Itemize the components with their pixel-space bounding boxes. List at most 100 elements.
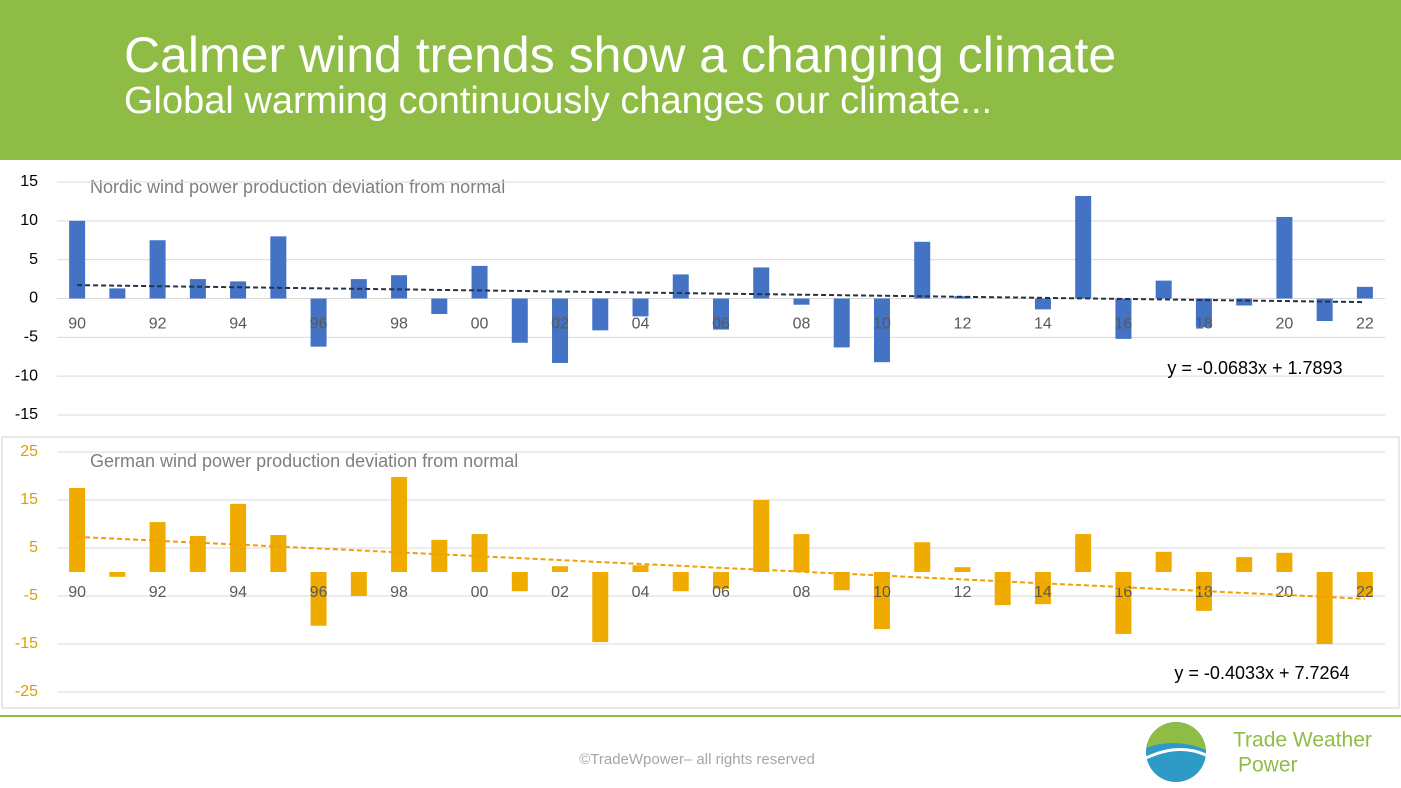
bar (149, 240, 166, 299)
bar (552, 566, 569, 572)
bar (592, 298, 609, 331)
bar (189, 279, 206, 299)
y-tick-label: -25 (15, 683, 38, 700)
bar (1276, 216, 1293, 299)
bar (431, 298, 448, 315)
slide-title: Calmer wind trends show a changing clima… (124, 27, 1117, 83)
x-tick-label: 12 (954, 584, 972, 601)
trend-equation: y = -0.4033x + 7.7264 (1174, 663, 1349, 683)
bar (1075, 534, 1092, 572)
x-tick-label: 18 (1195, 316, 1213, 333)
x-tick-label: 02 (551, 584, 569, 601)
bar (310, 298, 327, 347)
bar (793, 534, 810, 572)
x-tick-label: 92 (149, 316, 167, 333)
chart-title: German wind power production deviation f… (90, 451, 518, 471)
bar (391, 275, 408, 299)
bar (511, 298, 528, 343)
x-tick-label: 18 (1195, 584, 1213, 601)
bar (1034, 298, 1051, 310)
bar (552, 298, 569, 363)
bar (753, 267, 770, 299)
bar (672, 572, 689, 592)
x-tick-label: 08 (793, 584, 811, 601)
x-tick-label: 90 (68, 584, 86, 601)
bar (632, 298, 649, 317)
x-tick-label: 94 (229, 316, 247, 333)
x-tick-label: 14 (1034, 316, 1052, 333)
slide-subtitle: Global warming continuously changes our … (124, 80, 993, 122)
bar (672, 274, 689, 299)
chart-title: Nordic wind power production deviation f… (90, 177, 505, 197)
bar (149, 522, 166, 572)
x-tick-label: 98 (390, 316, 408, 333)
x-tick-label: 10 (873, 584, 891, 601)
bar (1075, 195, 1092, 299)
x-tick-label: 20 (1275, 584, 1293, 601)
x-tick-label: 08 (793, 316, 811, 333)
bar (69, 488, 86, 572)
bar (230, 281, 247, 299)
x-tick-label: 00 (471, 316, 489, 333)
bar (632, 565, 649, 572)
x-tick-label: 04 (632, 316, 650, 333)
x-tick-label: 96 (310, 316, 328, 333)
bar (1276, 552, 1293, 572)
y-tick-label: 15 (20, 491, 38, 508)
bar (1236, 298, 1253, 306)
x-tick-label: 04 (632, 584, 650, 601)
bar (1034, 572, 1051, 605)
x-tick-label: 22 (1356, 584, 1374, 601)
x-tick-label: 22 (1356, 316, 1374, 333)
bar (994, 572, 1011, 606)
x-tick-label: 02 (551, 316, 569, 333)
bar (1316, 572, 1333, 644)
chart-frame (1, 436, 1400, 709)
x-tick-label: 94 (229, 584, 247, 601)
copyright: ©TradeWpower– all rights reserved (579, 751, 815, 768)
logo-text: Trade Weather (1233, 729, 1372, 752)
bar (713, 298, 729, 330)
bar (1195, 298, 1212, 328)
bar (873, 572, 890, 630)
x-tick-label: 00 (471, 584, 489, 601)
y-tick-label: -15 (15, 406, 38, 423)
bar (69, 220, 86, 299)
bar (1115, 572, 1132, 634)
y-tick-label: 25 (20, 443, 38, 460)
x-tick-label: 20 (1275, 316, 1293, 333)
bar (189, 536, 206, 572)
x-tick-label: 06 (712, 584, 730, 601)
bar (914, 241, 931, 299)
x-tick-label: 92 (149, 584, 167, 601)
bar (1155, 280, 1172, 299)
x-tick-label: 14 (1034, 584, 1052, 601)
bar (310, 572, 327, 626)
bar (1356, 286, 1373, 299)
bar (1155, 551, 1172, 572)
y-tick-label: 5 (29, 251, 38, 268)
y-tick-label: 5 (29, 539, 38, 556)
bar (592, 572, 609, 643)
bar (713, 572, 729, 589)
bar (230, 503, 247, 572)
bar (270, 236, 287, 299)
bar (109, 288, 126, 299)
bar (1316, 298, 1333, 322)
x-tick-label: 90 (68, 316, 86, 333)
x-tick-label: 10 (873, 316, 891, 333)
y-tick-label: 0 (29, 290, 38, 307)
trend-equation: y = -0.0683x + 1.7893 (1167, 358, 1342, 378)
y-tick-label: -5 (24, 587, 38, 604)
y-tick-label: 10 (20, 212, 38, 229)
bar (1356, 572, 1373, 597)
bar (511, 572, 528, 592)
x-tick-label: 06 (712, 316, 730, 333)
y-tick-label: -15 (15, 635, 38, 652)
x-tick-label: 16 (1115, 584, 1133, 601)
bar (954, 567, 971, 572)
x-tick-label: 96 (310, 584, 328, 601)
x-tick-label: 12 (954, 316, 972, 333)
bar (833, 572, 850, 591)
